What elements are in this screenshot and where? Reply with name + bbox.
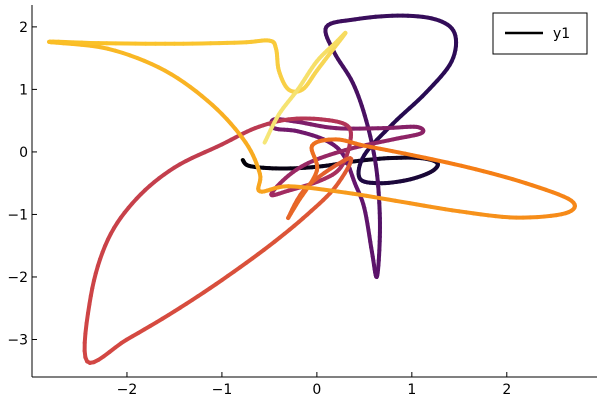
legend[interactable]: y1 — [492, 12, 588, 55]
x-tick-label: −2 — [117, 382, 138, 398]
y-ticks: −3 −2 −1 0 1 2 — [7, 20, 37, 348]
x-tick-label: −1 — [212, 382, 233, 398]
x-tick-label: 1 — [407, 382, 416, 398]
legend-label-y1: y1 — [553, 26, 570, 42]
y-tick-label: 2 — [19, 20, 28, 36]
y-tick-label: −1 — [7, 207, 28, 223]
series-layer — [47, 13, 577, 365]
y-tick-label: 0 — [19, 145, 28, 161]
x-tick-label: 2 — [502, 382, 511, 398]
x-ticks: −2 −1 0 1 2 — [117, 372, 511, 398]
y-tick-label: −2 — [7, 270, 28, 286]
series-line-y1 — [47, 13, 577, 365]
y-tick-label: −3 — [7, 332, 28, 348]
y-tick-label: 1 — [19, 82, 28, 98]
x-tick-label: 0 — [312, 382, 321, 398]
series-segment — [262, 138, 268, 145]
